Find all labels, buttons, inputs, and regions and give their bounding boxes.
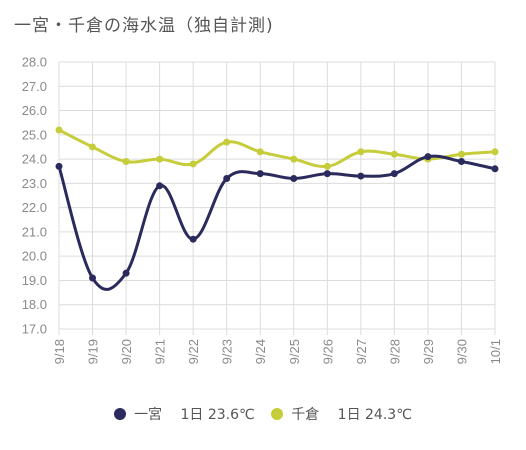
y-tick-label: 28.0 xyxy=(22,55,47,70)
y-tick-label: 20.0 xyxy=(22,249,47,264)
data-point-chikura xyxy=(55,126,63,134)
data-point-chikura xyxy=(457,150,465,158)
x-tick-label: 9/25 xyxy=(287,339,302,364)
y-tick-label: 17.0 xyxy=(22,322,47,337)
legend-item-chikura[interactable]: 千倉 1日 24.3℃ xyxy=(271,404,412,424)
legend: 一宮 1日 23.6℃ 千倉 1日 24.3℃ xyxy=(0,404,526,424)
data-point-ichinomiya xyxy=(424,153,432,161)
legend-marker-ichinomiya xyxy=(114,408,127,420)
sea-temperature-chart: 17.0 18.0 19.0 20.0 21.0 22.0 23.0 24.0 25.0 26.0… xyxy=(22,55,503,365)
data-point-ichinomiya xyxy=(122,269,130,277)
x-tick-label: 9/30 xyxy=(454,339,469,364)
y-tick-label: 25.0 xyxy=(22,127,47,142)
y-tick-label: 23.0 xyxy=(22,176,47,191)
legend-label-ichinomiya: 一宮 1日 23.6℃ xyxy=(134,407,255,423)
data-point-chikura xyxy=(357,148,365,156)
y-tick-label: 27.0 xyxy=(22,79,47,94)
x-tick-label: 9/18 xyxy=(52,339,67,364)
data-point-chikura xyxy=(223,138,231,146)
data-point-ichinomiya xyxy=(390,170,398,178)
x-tick-label: 9/21 xyxy=(153,339,168,364)
x-tick-label: 9/23 xyxy=(220,339,235,364)
data-point-ichinomiya xyxy=(256,170,264,178)
legend-marker-chikura xyxy=(271,408,284,420)
data-point-chikura xyxy=(156,155,164,163)
data-point-ichinomiya xyxy=(156,182,164,190)
data-point-chikura xyxy=(390,150,398,158)
y-tick-label: 22.0 xyxy=(22,200,47,215)
data-point-chikura xyxy=(122,158,130,166)
x-tick-label: 9/24 xyxy=(253,339,268,364)
data-point-chikura xyxy=(256,148,264,156)
x-tick-label: 9/20 xyxy=(119,339,134,364)
data-point-chikura xyxy=(290,155,298,163)
x-tick-label: 9/26 xyxy=(320,339,335,364)
x-tick-label: 9/29 xyxy=(421,339,436,364)
y-tick-label: 19.0 xyxy=(22,273,47,288)
x-tick-label: 9/27 xyxy=(354,339,369,364)
data-point-ichinomiya xyxy=(89,274,97,282)
legend-label-chikura: 千倉 1日 24.3℃ xyxy=(291,407,412,423)
x-tick-label: 9/28 xyxy=(387,339,402,364)
y-tick-label: 18.0 xyxy=(22,297,47,312)
data-point-ichinomiya xyxy=(357,172,365,180)
data-point-ichinomiya xyxy=(491,165,499,173)
data-point-chikura xyxy=(189,160,197,168)
data-point-ichinomiya xyxy=(55,162,63,170)
data-point-ichinomiya xyxy=(323,170,331,178)
y-tick-label: 24.0 xyxy=(22,152,47,167)
legend-item-ichinomiya[interactable]: 一宮 1日 23.6℃ xyxy=(114,404,255,424)
data-point-ichinomiya xyxy=(457,158,465,166)
x-tick-label: 10/1 xyxy=(488,339,503,364)
series-line-ichinomiya xyxy=(57,154,497,291)
chart-title: 一宮・千倉の海水温（独自計測) xyxy=(14,16,274,36)
y-tick-label: 26.0 xyxy=(22,103,47,118)
data-point-chikura xyxy=(323,162,331,170)
data-point-chikura xyxy=(491,148,499,156)
data-point-ichinomiya xyxy=(189,235,197,243)
data-point-chikura xyxy=(89,143,97,151)
y-tick-label: 21.0 xyxy=(22,224,47,239)
data-point-ichinomiya xyxy=(223,175,231,183)
data-point-ichinomiya xyxy=(290,175,298,183)
x-tick-label: 9/19 xyxy=(86,339,101,364)
x-tick-label: 9/22 xyxy=(186,339,201,364)
